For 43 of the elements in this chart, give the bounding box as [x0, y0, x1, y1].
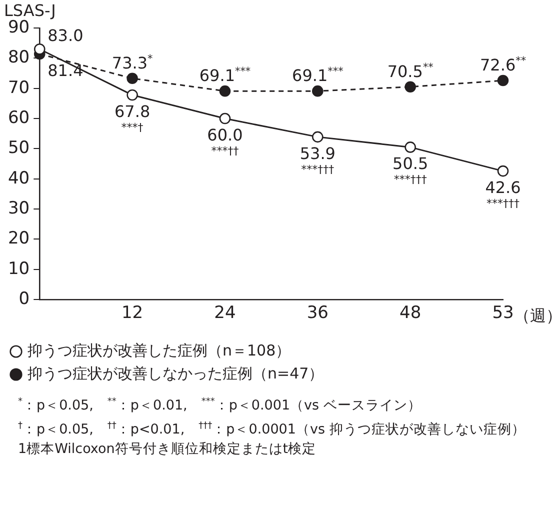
data-label: 69.1*** — [199, 66, 251, 86]
point — [497, 74, 509, 86]
text: $^{*}$：p＜0.05, $^{**}$：p＜0.01, $^{***}$：p＜0.001（vs ベースライン） — [18, 396, 422, 416]
y-tick-label: 70 — [8, 78, 30, 98]
y-tick-label: 0 — [18, 289, 30, 310]
point — [126, 72, 138, 84]
data-label: 67.8 ***† — [114, 102, 150, 134]
y-tick-label: 40 — [8, 168, 30, 188]
data-label: 42.6 ***††† — [485, 178, 521, 210]
data-label: 69.1*** — [292, 66, 344, 86]
legend-label: 抑うつ症状が改善した症例（n＝108） — [28, 341, 291, 360]
point — [404, 142, 416, 153]
legend-label: 抑うつ症状が改善しなかった症例（n=47） — [28, 364, 324, 382]
y-tick-label: 50 — [8, 138, 30, 158]
y-tick-label: 60 — [8, 108, 30, 128]
x-tick-label: 53 — [492, 303, 514, 324]
point — [497, 165, 509, 177]
point — [312, 131, 324, 143]
x-tick-label: 36 — [306, 303, 328, 324]
data-label: 72.6** — [480, 55, 526, 75]
text: $^{†}$：p＜0.05, $^{††}$：p<0.01, $^{†††}$：p＜0.0001（vs 抑うつ症状が改善しない症例） — [18, 420, 526, 439]
data-label: 60.0 ***†† — [207, 126, 243, 158]
point — [34, 43, 46, 55]
point — [219, 85, 231, 97]
data-label: 53.9 ***††† — [300, 144, 336, 176]
x-axis-title: （週） — [514, 306, 553, 325]
point — [126, 89, 138, 101]
x-tick-label: 12 — [121, 303, 144, 324]
y-tick-label: 20 — [8, 228, 30, 249]
data-label: 70.5** — [387, 61, 434, 81]
data-label: 73.3* — [112, 52, 153, 72]
data-label: 50.5 ***††† — [392, 154, 428, 186]
data-label: 83.0 — [48, 26, 84, 46]
text: 1標本Wilcoxon符号付き順位和検定またはt検定 — [18, 440, 318, 459]
point — [312, 85, 324, 97]
y-tick-label: 10 — [8, 258, 30, 279]
point — [219, 112, 231, 124]
data-label: 81.4 — [48, 60, 84, 80]
x-tick-label: 24 — [214, 303, 236, 324]
x-tick-label: 48 — [400, 303, 422, 324]
y-tick-label: 30 — [8, 198, 30, 218]
y-tick-label: 80 — [8, 48, 30, 68]
point — [404, 81, 416, 92]
